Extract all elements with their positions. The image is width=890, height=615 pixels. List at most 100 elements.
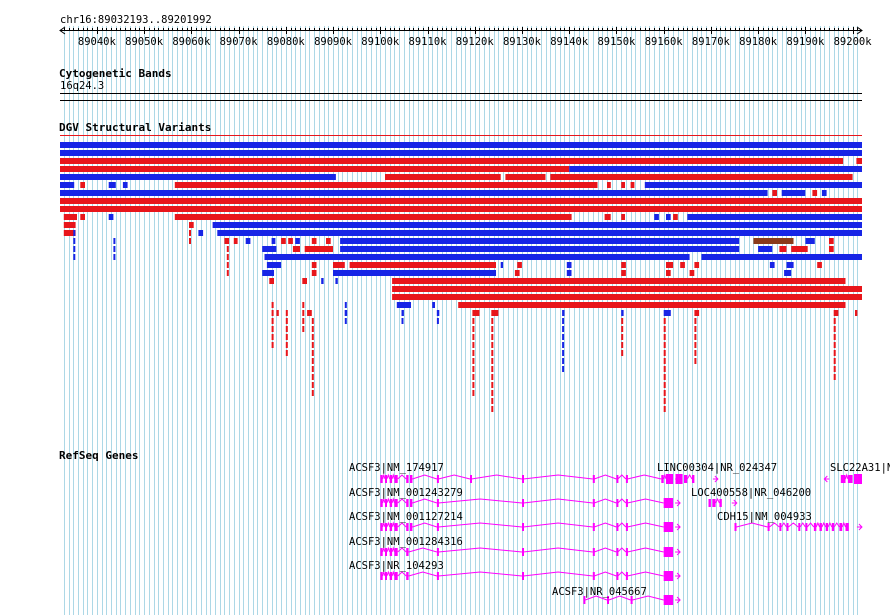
variant-loss[interactable] <box>385 174 501 180</box>
variant-loss[interactable] <box>694 342 697 348</box>
gene-exon[interactable] <box>840 475 846 483</box>
variant-loss[interactable] <box>285 326 288 332</box>
variant-loss[interactable] <box>311 334 314 340</box>
variant-loss[interactable] <box>271 302 274 308</box>
gene-exon[interactable] <box>813 523 817 531</box>
gene-exon[interactable] <box>616 475 619 483</box>
variant-gain[interactable] <box>73 254 76 260</box>
variant-loss[interactable] <box>302 326 305 332</box>
variant-loss[interactable] <box>829 246 834 252</box>
gene-exon[interactable] <box>625 499 628 507</box>
gene-exon[interactable] <box>592 523 595 531</box>
gene-exon[interactable] <box>406 475 409 483</box>
gene-intron[interactable] <box>382 497 664 504</box>
gene-exon[interactable] <box>625 475 628 483</box>
variant-loss[interactable] <box>621 326 624 332</box>
variant-gain[interactable] <box>436 310 439 316</box>
variant-loss[interactable] <box>663 374 666 380</box>
variant-loss[interactable] <box>472 334 475 340</box>
gene-label[interactable]: ACSF3|NR_104293 <box>349 560 444 572</box>
variant-loss[interactable] <box>472 342 475 348</box>
variant-gain[interactable] <box>621 310 624 316</box>
variant-loss[interactable] <box>824 174 832 180</box>
gene-exon[interactable] <box>786 523 789 531</box>
variant-gain[interactable] <box>701 254 862 260</box>
variant-loss[interactable] <box>621 214 625 220</box>
variant-loss[interactable] <box>673 214 678 220</box>
gene-exon[interactable] <box>389 523 393 531</box>
variant-loss[interactable] <box>491 326 494 332</box>
dgv-track-title[interactable]: DGV Structural Variants <box>59 121 212 134</box>
variant-loss[interactable] <box>302 278 307 284</box>
variant-loss[interactable] <box>491 366 494 372</box>
variant-loss[interactable] <box>174 214 572 220</box>
variant-gain[interactable] <box>821 190 827 196</box>
variant-loss[interactable] <box>472 326 475 332</box>
gene-exon[interactable] <box>522 523 524 531</box>
variant-loss[interactable] <box>311 366 314 372</box>
gene-exon[interactable] <box>712 499 716 507</box>
variant-loss[interactable] <box>514 270 520 276</box>
variant-loss[interactable] <box>491 382 494 388</box>
gene-exon[interactable] <box>616 523 619 531</box>
variant-loss[interactable] <box>307 310 312 316</box>
gene-exon[interactable] <box>394 499 398 507</box>
variant-gain[interactable] <box>245 238 251 244</box>
variant-loss[interactable] <box>491 374 494 380</box>
variant-loss[interactable] <box>694 318 697 324</box>
gene-exon[interactable] <box>394 548 398 556</box>
variant-gain[interactable] <box>60 150 862 156</box>
variant-gain[interactable] <box>500 262 504 268</box>
variant-loss[interactable] <box>271 318 274 324</box>
gene-exon[interactable] <box>436 475 439 483</box>
variant-loss[interactable] <box>855 310 858 316</box>
variant-gain[interactable] <box>73 238 76 244</box>
variant-gain[interactable] <box>344 310 347 316</box>
variant-gain[interactable] <box>769 262 775 268</box>
variant-gain[interactable] <box>562 342 565 348</box>
variant-loss[interactable] <box>269 278 274 284</box>
gene-intron[interactable] <box>382 521 664 528</box>
variant-loss[interactable] <box>285 334 288 340</box>
variant-loss[interactable] <box>680 262 685 268</box>
variant-loss[interactable] <box>472 310 480 316</box>
gene-exon[interactable] <box>380 499 383 507</box>
gene-exon[interactable] <box>616 572 619 580</box>
variant-loss[interactable] <box>271 334 274 340</box>
variant-gain[interactable] <box>687 214 862 220</box>
variant-loss[interactable] <box>491 358 494 364</box>
variant-loss[interactable] <box>311 390 314 396</box>
variant-loss[interactable] <box>621 318 624 324</box>
variant-loss[interactable] <box>791 246 808 252</box>
gene-exon[interactable] <box>819 523 822 531</box>
variant-loss[interactable] <box>311 374 314 380</box>
variant-loss[interactable] <box>491 318 494 324</box>
variant-loss[interactable] <box>226 270 229 276</box>
variant-loss[interactable] <box>694 350 697 356</box>
variant-loss[interactable] <box>302 318 305 324</box>
variant-loss[interactable] <box>189 222 191 228</box>
variant-loss[interactable] <box>302 302 305 308</box>
variant-loss[interactable] <box>174 182 598 188</box>
variant-gain[interactable] <box>60 182 75 188</box>
variant-loss[interactable] <box>663 382 666 388</box>
variant-gain[interactable] <box>784 270 792 276</box>
variant-loss[interactable] <box>663 406 666 412</box>
variant-loss[interactable] <box>189 230 191 236</box>
gene-exon[interactable] <box>406 572 409 580</box>
variant-loss[interactable] <box>63 230 76 236</box>
gene-exon[interactable] <box>380 548 383 556</box>
variant-loss[interactable] <box>663 318 666 324</box>
variant-gain[interactable] <box>295 238 300 244</box>
variant-loss[interactable] <box>550 174 853 180</box>
gene-exon[interactable] <box>406 523 409 531</box>
variant-loss[interactable] <box>311 382 314 388</box>
variant-gain[interactable] <box>569 166 862 172</box>
variant-loss[interactable] <box>285 350 288 356</box>
gene-intron[interactable] <box>382 546 664 553</box>
gene-exon[interactable] <box>394 523 398 531</box>
variant-loss[interactable] <box>458 302 846 308</box>
gene-exon[interactable] <box>663 571 674 581</box>
gene-label[interactable]: SLC22A31|N <box>830 462 890 474</box>
variant-loss[interactable] <box>326 238 331 244</box>
